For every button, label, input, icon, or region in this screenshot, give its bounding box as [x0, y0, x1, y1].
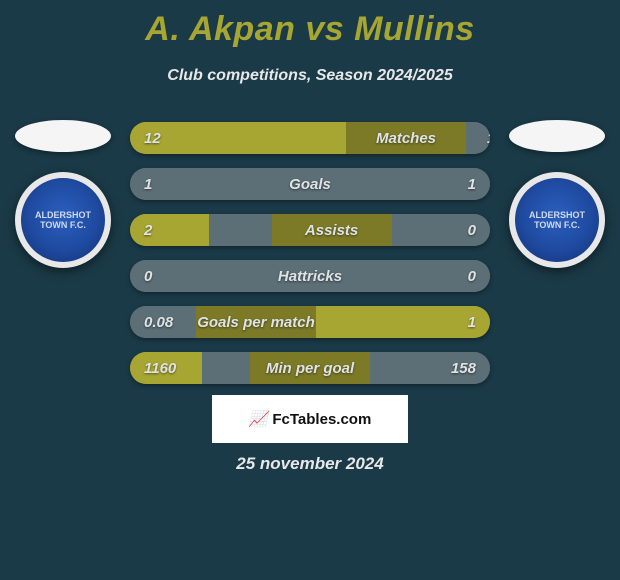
stat-gap — [392, 214, 454, 246]
stat-label: Min per goal — [250, 352, 370, 384]
club-badge-right-label: ALDERSHOT TOWN F.C. — [515, 210, 599, 230]
stat-row: 2 Assists 0 — [130, 214, 490, 246]
page-title: A. Akpan vs Mullins — [0, 0, 620, 49]
stat-right-value: 1 — [466, 122, 490, 154]
credit-label: FcTables.com — [272, 411, 371, 428]
stat-row: 0 Hattricks 0 — [130, 260, 490, 292]
stat-label: Matches — [346, 122, 466, 154]
footer-date: 25 november 2024 — [0, 454, 620, 474]
stat-left-value: 0 — [130, 260, 166, 292]
stat-left-value: 0.08 — [130, 306, 195, 338]
stat-left-value: 2 — [130, 214, 209, 246]
stat-label: Goals — [250, 168, 370, 200]
stat-gap — [188, 168, 250, 200]
stat-gap — [202, 352, 250, 384]
stat-gap — [370, 260, 454, 292]
stat-right-value: 0 — [454, 260, 490, 292]
stat-left-value: 12 — [130, 122, 346, 154]
stat-gap — [166, 260, 250, 292]
stat-right-value: 158 — [418, 352, 490, 384]
stat-label: Goals per match — [196, 306, 316, 338]
stat-label: Assists — [272, 214, 392, 246]
stat-left-value: 1 — [130, 168, 188, 200]
credit-icon: 📈 — [249, 410, 267, 428]
club-badge-left: ALDERSHOT TOWN F.C. — [15, 172, 111, 268]
stat-left-value: 1160 — [130, 352, 202, 384]
stat-label: Hattricks — [250, 260, 370, 292]
stat-right-value: 0 — [454, 214, 490, 246]
right-player-column: ALDERSHOT TOWN F.C. — [502, 120, 612, 268]
stat-right-value: 1 — [432, 168, 490, 200]
stat-gap — [209, 214, 271, 246]
stat-gap — [370, 352, 418, 384]
stat-row: 12Matches1 — [130, 122, 490, 154]
stats-container: 12Matches11Goals12Assists00Hattricks00.0… — [130, 122, 490, 384]
country-flag-right — [509, 120, 605, 152]
country-flag-left — [15, 120, 111, 152]
stat-gap — [370, 168, 432, 200]
stat-row: 1160 Min per goal 158 — [130, 352, 490, 384]
left-player-column: ALDERSHOT TOWN F.C. — [8, 120, 118, 268]
stat-right-value: 1 — [317, 306, 490, 338]
club-badge-right: ALDERSHOT TOWN F.C. — [509, 172, 605, 268]
stat-row: 1 Goals 1 — [130, 168, 490, 200]
credit-badge: 📈 FcTables.com — [212, 395, 408, 443]
subtitle: Club competitions, Season 2024/2025 — [0, 67, 620, 85]
stat-row: 0.08Goals per match1 — [130, 306, 490, 338]
club-badge-left-label: ALDERSHOT TOWN F.C. — [21, 210, 105, 230]
